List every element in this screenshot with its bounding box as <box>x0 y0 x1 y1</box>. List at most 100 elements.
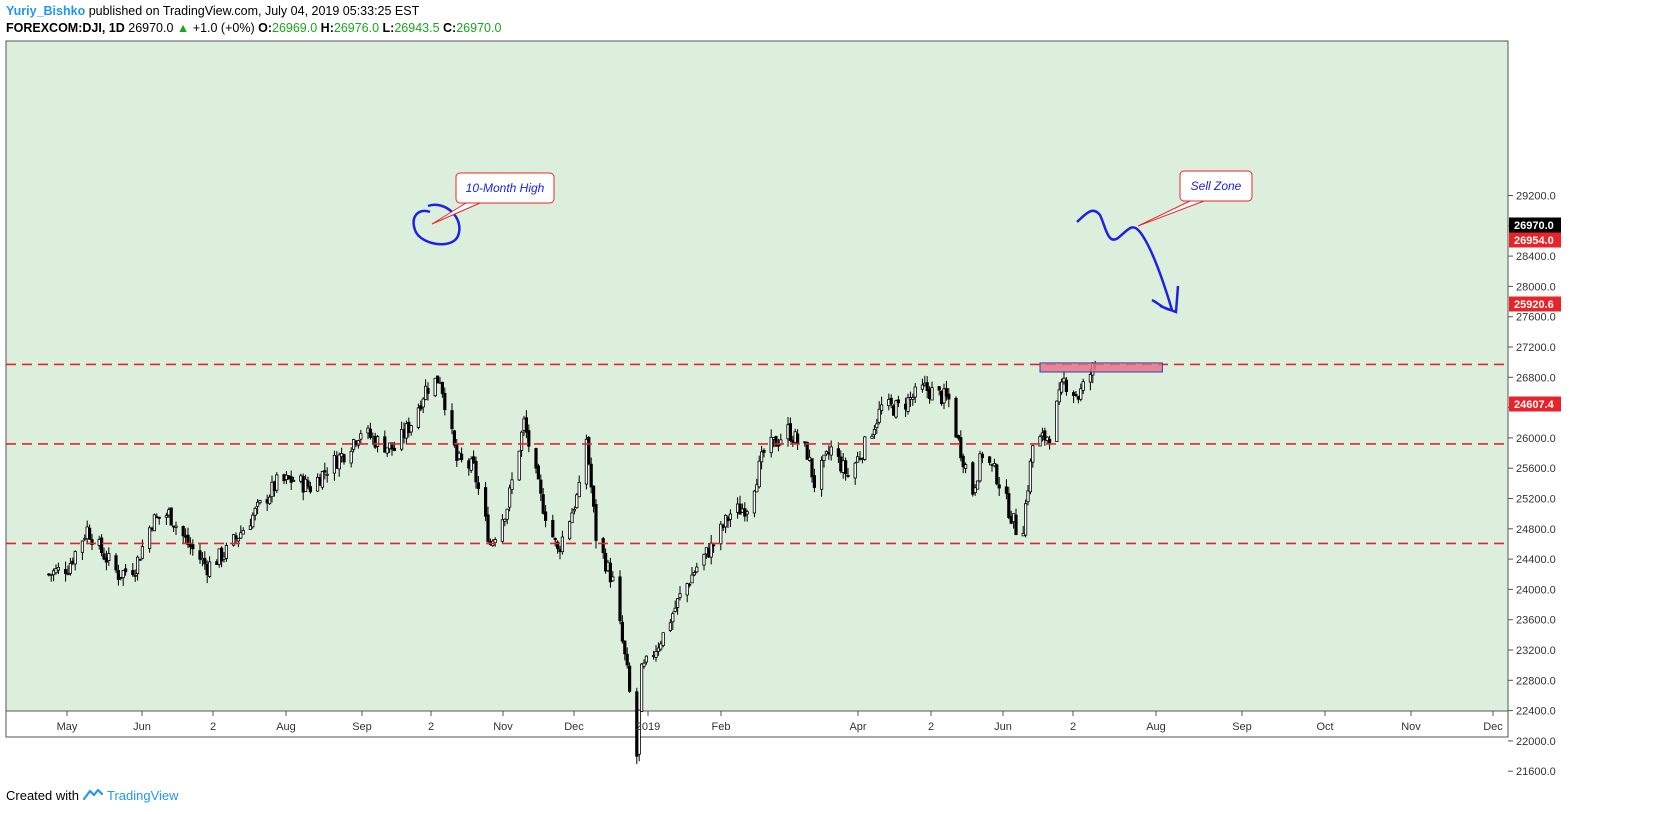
price-tag-box <box>1509 217 1561 233</box>
candle-body <box>474 460 478 483</box>
candle-body <box>1074 394 1078 396</box>
y-tick-label: 26800.0 <box>1516 372 1556 384</box>
candle-body <box>433 377 437 397</box>
time-axis[interactable]: May Jun 2 Aug Sep 2 Nov Dec 2019 Feb Apr 2 Jun 2 Aug Se… <box>57 711 1504 733</box>
candle-body <box>356 440 361 446</box>
candle-body <box>774 436 778 447</box>
candle-body <box>392 447 397 451</box>
author-link[interactable]: Yuriy_Bishko <box>6 4 86 18</box>
candle-body <box>452 430 457 446</box>
candle-body <box>863 436 867 460</box>
candle-body <box>203 558 207 565</box>
candle-body <box>1055 400 1059 442</box>
tradingview-link[interactable]: TradingView <box>106 788 179 803</box>
candle-body <box>507 487 512 508</box>
x-tick-label: Nov <box>493 721 513 733</box>
ten-month-high-label: 10-Month High <box>466 181 545 195</box>
candle-body <box>131 570 135 575</box>
low-label: L: <box>382 21 395 35</box>
candle-body <box>152 514 156 532</box>
candle-body <box>896 399 901 404</box>
candle-body <box>623 640 627 655</box>
candle-body <box>930 387 934 401</box>
candle-body <box>980 453 985 459</box>
candle-body <box>239 532 243 539</box>
candle-body <box>889 397 893 405</box>
open-label: O: <box>258 21 272 35</box>
candles-layer <box>47 360 1097 765</box>
candle-body <box>500 519 505 542</box>
candle-body <box>66 573 70 575</box>
candle-body <box>267 496 272 505</box>
y-tick-label: 23600.0 <box>1516 615 1556 627</box>
candle-body <box>443 392 447 411</box>
candle-body <box>90 539 94 545</box>
candle-body <box>186 534 190 546</box>
price-tags: 26970.0 26954.0 25920.6 24607.4 <box>1509 217 1561 412</box>
projection-arrowhead-icon <box>1159 285 1180 314</box>
price-tag-label: 26970.0 <box>1514 220 1554 232</box>
candle-body <box>409 425 413 433</box>
y-tick-label: 21600.0 <box>1516 766 1556 778</box>
x-tick-label: Sep <box>352 721 372 733</box>
candle-body <box>608 562 613 583</box>
candle-body <box>124 568 128 573</box>
candle-body <box>510 479 514 490</box>
candle-body <box>913 386 917 398</box>
y-tick-label: 29200.0 <box>1516 191 1556 203</box>
candle-body <box>375 436 380 447</box>
candle-body <box>592 485 596 507</box>
y-tick-label: 25200.0 <box>1516 494 1556 506</box>
x-tick-label: Apr <box>849 721 866 733</box>
candle-body <box>1004 486 1009 494</box>
symbol-label[interactable]: FOREXCOM:DJI, 1D <box>6 21 125 35</box>
candle-body <box>248 525 252 530</box>
candle-body <box>796 433 800 444</box>
candle-body <box>157 516 161 519</box>
candle-body <box>359 433 363 440</box>
chart-header: Yuriy_Bishko published on TradingView.co… <box>6 3 501 37</box>
candle-body <box>236 537 240 542</box>
candle-body <box>1014 514 1018 535</box>
candle-body <box>911 397 915 400</box>
candle-body <box>553 538 557 541</box>
candle-body <box>534 448 538 469</box>
price-axis[interactable]: 29200.028800.028400.028000.027600.027200… <box>1508 191 1556 791</box>
candle-body <box>459 453 464 461</box>
candle-body <box>517 450 521 481</box>
candle-body <box>620 621 625 642</box>
candle-body <box>805 441 809 460</box>
candle-body <box>181 526 185 537</box>
candle-body <box>1072 392 1076 396</box>
candle-body <box>320 471 325 488</box>
candle-body <box>587 437 591 465</box>
candle-body <box>224 545 228 559</box>
candle-body <box>138 558 142 561</box>
candle-body <box>219 547 224 562</box>
candle-body <box>964 464 968 469</box>
candle-body <box>426 388 430 394</box>
candle-body <box>337 454 341 470</box>
candle-body <box>988 456 992 463</box>
candle-body <box>589 463 593 488</box>
candle-body <box>390 442 394 450</box>
y-tick-label: 22000.0 <box>1516 736 1556 748</box>
candle-body <box>503 518 507 522</box>
candle-body <box>539 479 543 494</box>
candle-body <box>937 386 941 391</box>
candle-body <box>568 521 572 540</box>
candle-body <box>73 551 77 565</box>
y-tick-label: 23200.0 <box>1516 645 1556 657</box>
candle-body <box>959 437 963 459</box>
candle-body <box>174 525 178 528</box>
candle-body <box>961 455 965 468</box>
candle-body <box>483 487 488 517</box>
candle-body <box>251 514 255 528</box>
candle-body <box>135 556 140 575</box>
candle-body <box>536 465 541 480</box>
candle-body <box>692 572 697 576</box>
x-tick-label: 2 <box>428 721 434 733</box>
tradingview-logo-icon[interactable] <box>82 788 104 803</box>
candle-body <box>368 428 373 438</box>
